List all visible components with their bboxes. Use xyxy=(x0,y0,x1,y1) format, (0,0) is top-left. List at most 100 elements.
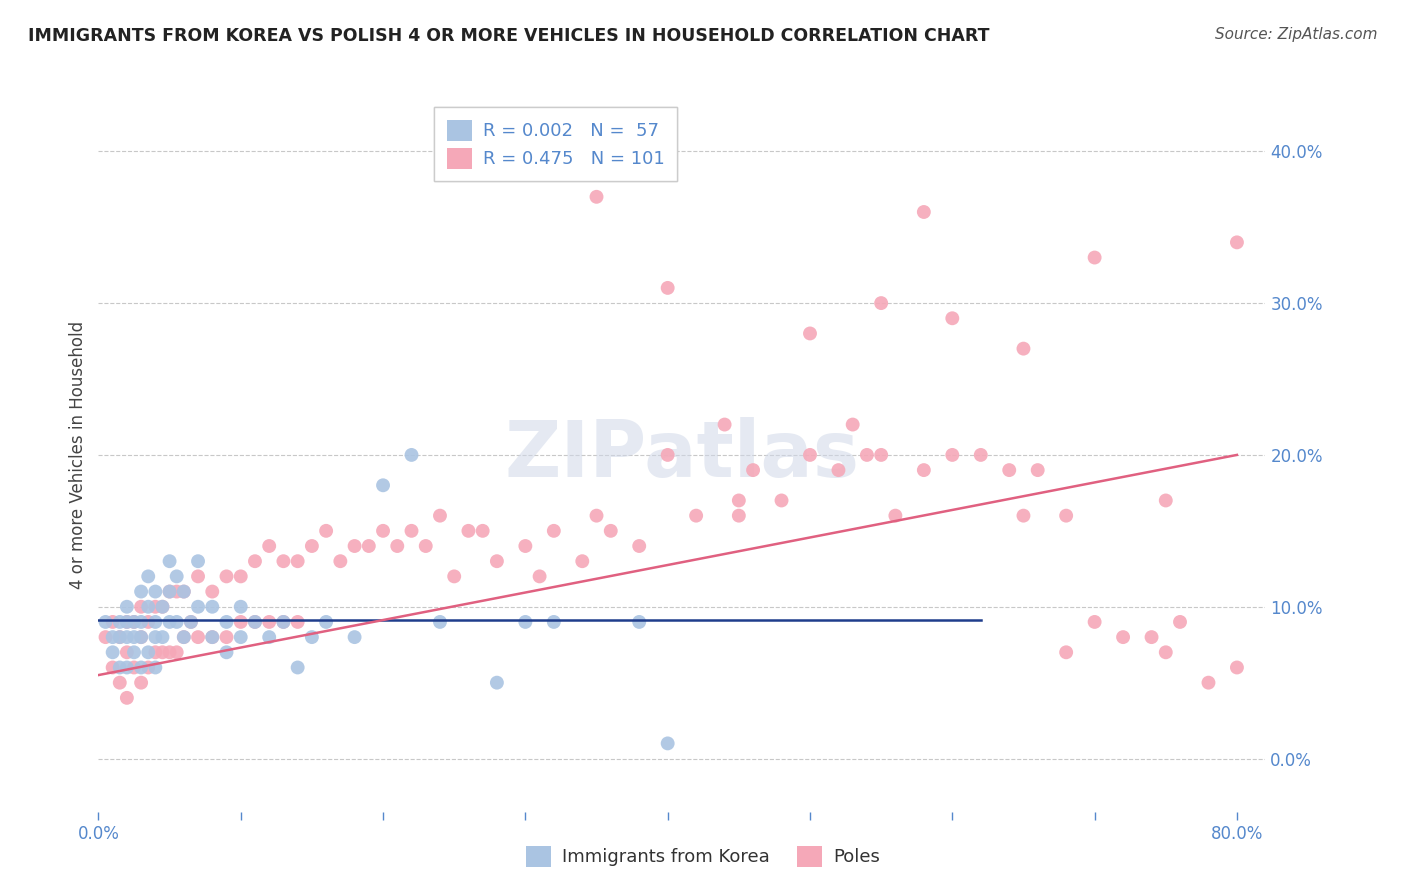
Point xyxy=(585,508,607,523)
Point xyxy=(287,554,309,568)
Point xyxy=(529,569,551,583)
Point xyxy=(599,524,621,538)
Point xyxy=(152,599,174,614)
Point xyxy=(543,615,565,629)
Point xyxy=(515,615,537,629)
Point xyxy=(108,630,131,644)
Point xyxy=(415,539,437,553)
Point xyxy=(343,630,366,644)
Point xyxy=(152,645,174,659)
Point xyxy=(1198,675,1220,690)
Point xyxy=(1140,630,1163,644)
Point xyxy=(543,524,565,538)
Point xyxy=(215,630,238,644)
Point xyxy=(998,463,1021,477)
Point xyxy=(912,205,935,219)
Point xyxy=(187,569,209,583)
Legend: Immigrants from Korea, Poles: Immigrants from Korea, Poles xyxy=(519,838,887,874)
Point xyxy=(122,615,145,629)
Point xyxy=(159,554,181,568)
Point xyxy=(485,675,508,690)
Point xyxy=(870,448,893,462)
Point xyxy=(329,554,352,568)
Point xyxy=(941,311,963,326)
Point xyxy=(115,599,138,614)
Point xyxy=(115,645,138,659)
Point xyxy=(273,615,295,629)
Point xyxy=(443,569,465,583)
Point xyxy=(201,584,224,599)
Point xyxy=(166,569,188,583)
Point xyxy=(152,630,174,644)
Point xyxy=(143,599,166,614)
Point xyxy=(371,478,394,492)
Point xyxy=(166,645,188,659)
Point xyxy=(287,660,309,674)
Point xyxy=(1154,493,1177,508)
Point xyxy=(215,569,238,583)
Point xyxy=(129,660,152,674)
Point xyxy=(143,630,166,644)
Point xyxy=(122,615,145,629)
Point xyxy=(173,584,195,599)
Point xyxy=(129,599,152,614)
Point xyxy=(401,524,423,538)
Point xyxy=(884,508,907,523)
Point xyxy=(215,645,238,659)
Point xyxy=(173,584,195,599)
Point xyxy=(257,615,280,629)
Point xyxy=(799,326,821,341)
Point xyxy=(108,675,131,690)
Point xyxy=(187,630,209,644)
Point xyxy=(243,615,266,629)
Point xyxy=(1012,508,1035,523)
Point xyxy=(912,463,935,477)
Point xyxy=(129,615,152,629)
Point xyxy=(870,296,893,310)
Point xyxy=(343,539,366,553)
Point xyxy=(143,645,166,659)
Point xyxy=(387,539,409,553)
Point xyxy=(429,508,451,523)
Point xyxy=(457,524,479,538)
Point xyxy=(166,584,188,599)
Point xyxy=(143,584,166,599)
Point xyxy=(301,630,323,644)
Point xyxy=(571,554,593,568)
Point xyxy=(371,524,394,538)
Point xyxy=(685,508,707,523)
Point xyxy=(108,630,131,644)
Point xyxy=(471,524,494,538)
Point xyxy=(273,554,295,568)
Point xyxy=(187,554,209,568)
Point xyxy=(657,281,679,295)
Point xyxy=(827,463,849,477)
Point xyxy=(180,615,202,629)
Point xyxy=(122,630,145,644)
Point xyxy=(115,615,138,629)
Point xyxy=(136,615,159,629)
Point xyxy=(401,448,423,462)
Point xyxy=(485,554,508,568)
Point xyxy=(229,569,252,583)
Point xyxy=(129,675,152,690)
Point xyxy=(585,190,607,204)
Point xyxy=(159,584,181,599)
Point xyxy=(115,690,138,705)
Point xyxy=(101,630,124,644)
Point xyxy=(101,645,124,659)
Point xyxy=(1026,463,1049,477)
Point xyxy=(1012,342,1035,356)
Point xyxy=(215,615,238,629)
Point xyxy=(173,630,195,644)
Point xyxy=(94,615,117,629)
Point xyxy=(856,448,879,462)
Text: ZIPatlas: ZIPatlas xyxy=(505,417,859,493)
Point xyxy=(101,660,124,674)
Point xyxy=(1168,615,1191,629)
Point xyxy=(657,448,679,462)
Point xyxy=(129,630,152,644)
Point xyxy=(201,599,224,614)
Point xyxy=(122,645,145,659)
Point xyxy=(257,630,280,644)
